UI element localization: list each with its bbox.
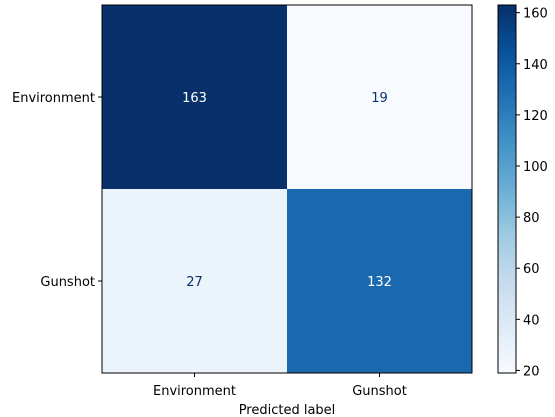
cell-value-label: 163	[182, 91, 207, 106]
heatmap-cell	[102, 5, 288, 190]
colorbar-tick-label: 140	[523, 58, 548, 73]
heatmap-cell	[102, 189, 288, 374]
colorbar-tick-label: 40	[523, 313, 540, 328]
colorbar-tick-label: 20	[523, 364, 540, 379]
colorbar-tick-label: 120	[523, 109, 548, 124]
heatmap-cell	[287, 5, 473, 190]
cell-value-label: 19	[371, 91, 388, 106]
colorbar-tick-label: 100	[523, 160, 548, 175]
heatmap-cell	[287, 189, 473, 374]
x-axis-label: Predicted label	[239, 403, 336, 417]
axes: Environment Gunshot Environment Gunshot	[12, 91, 407, 399]
x-tick-label: Environment	[153, 384, 236, 399]
cell-value-label: 132	[367, 275, 392, 290]
y-tick-label: Gunshot	[40, 275, 95, 290]
colorbar-tick-label: 60	[523, 262, 540, 277]
colorbar-tick-label: 160	[523, 7, 548, 22]
colorbar-tick-label: 80	[523, 211, 540, 226]
cell-value-label: 27	[186, 275, 203, 290]
plot-frame	[101, 4, 473, 374]
heatmap-cells	[102, 5, 473, 374]
colorbar-ticks: 20 40 60 80 100 120 140 160	[516, 7, 548, 379]
y-tick-label: Environment	[12, 91, 95, 106]
x-tick-label: Gunshot	[352, 384, 407, 399]
cell-value-labels: 163 19 27 132	[182, 91, 392, 290]
colorbar	[497, 4, 517, 374]
